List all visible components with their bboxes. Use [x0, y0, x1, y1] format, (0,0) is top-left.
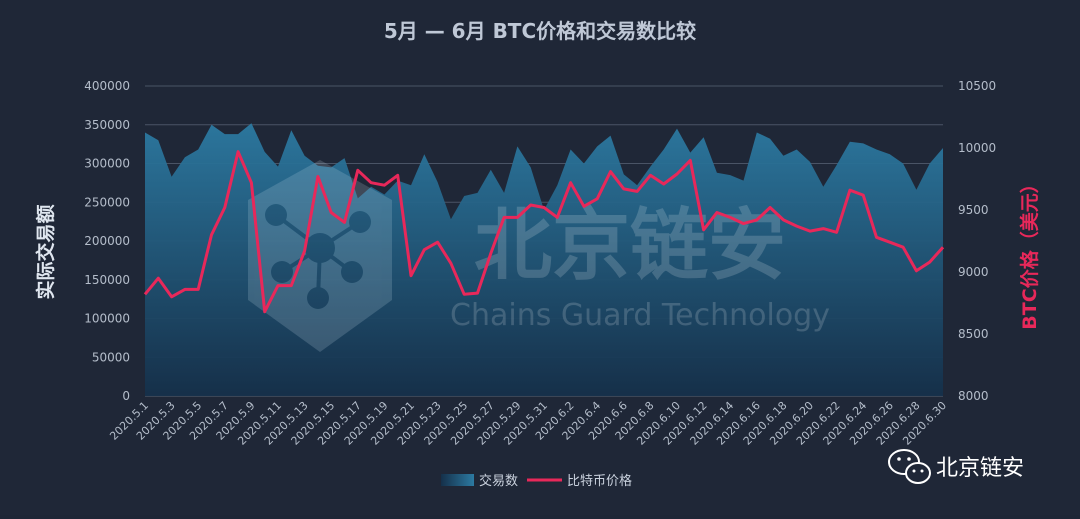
left-tick-label: 400000 — [84, 79, 130, 93]
line-series-btc-price — [143, 150, 945, 314]
brand-label: 北京链安 — [936, 456, 1024, 481]
left-tick-label: 200000 — [84, 234, 130, 248]
right-tick-label: 8500 — [958, 327, 989, 341]
watermark-logo — [248, 160, 392, 352]
right-tick-label: 9000 — [958, 265, 989, 279]
left-tick-label: 350000 — [84, 118, 130, 132]
left-axis-label: 实际交易额 — [34, 204, 57, 299]
left-tick-label: 250000 — [84, 195, 130, 209]
left-tick-label: 0 — [122, 389, 130, 403]
right-axis-label: BTC价格（美元） — [1018, 174, 1041, 329]
legend-label-line: 比特币价格 — [567, 473, 632, 489]
right-tick-label: 10000 — [958, 141, 996, 155]
line-series-layer — [143, 150, 945, 314]
right-tick-label: 10500 — [958, 79, 996, 93]
wechat-icon — [888, 449, 931, 484]
legend-label-area: 交易数 — [479, 473, 518, 489]
left-tick-label: 300000 — [84, 157, 130, 171]
area-series-jiaoyishu — [145, 123, 943, 396]
brand-badge: 北京链安 — [888, 449, 1024, 484]
left-tick-label: 100000 — [84, 312, 130, 326]
legend: 交易数 比特币价格 — [441, 473, 632, 489]
right-tick-label: 9500 — [958, 203, 989, 217]
watermark-en: Chains Guard Technology — [450, 298, 830, 333]
right-tick-label: 8000 — [958, 389, 989, 403]
watermark-cn: 北京链安 — [474, 201, 786, 291]
left-tick-label: 50000 — [92, 350, 130, 364]
left-axis-ticks: 0 50000 100000 150000 200000 250000 300000 3500… — [84, 79, 130, 403]
chart-title: 5月 — 6月 BTC价格和交易数比较 — [384, 19, 696, 43]
right-axis-ticks: 8000 8500 9000 9500 10000 10500 — [958, 79, 996, 403]
area-series-layer — [145, 123, 943, 396]
legend-swatch-area — [441, 474, 474, 486]
left-tick-label: 150000 — [84, 273, 130, 287]
x-axis-ticks: 2020.5.12020.5.32020.5.52020.5.72020.5.9… — [107, 399, 949, 448]
